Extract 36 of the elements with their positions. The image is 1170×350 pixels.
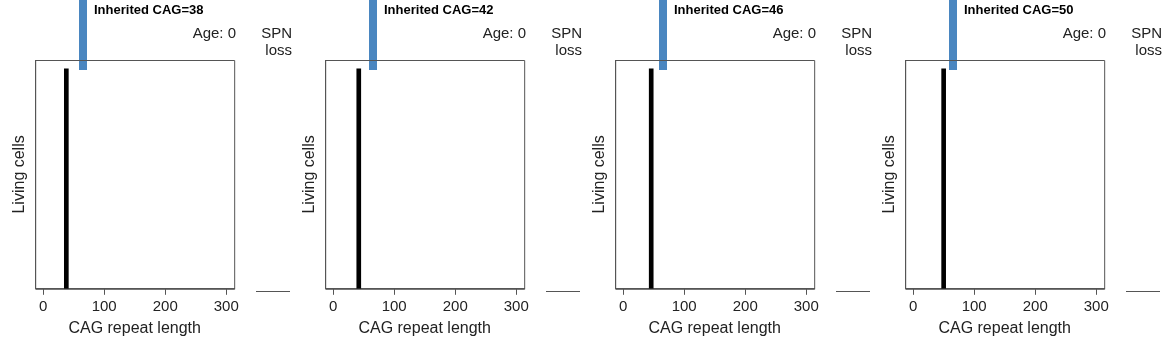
x-axis-title: CAG repeat length (358, 318, 491, 336)
text: SPN loss (840, 24, 872, 58)
chart-subtitle: Age: 0 (191, 24, 236, 41)
x-tick-label: 200 (732, 296, 758, 314)
x-tick-label: 0 (38, 296, 48, 314)
x-tick-label: 300 (1083, 296, 1109, 314)
y-axis-title: Living cells (880, 135, 898, 214)
chart-subtitle: Age: 0 (771, 24, 816, 41)
text: SPN loss (1130, 24, 1162, 58)
x-tick-label: 200 (152, 296, 178, 314)
text: SPN loss (550, 24, 582, 58)
x-tick-label: 200 (442, 296, 468, 314)
y-axis-title: Living cells (10, 135, 28, 214)
x-tick-label: 0 (618, 296, 628, 314)
x-tick-label: 0 (328, 296, 338, 314)
x-tick-label: 0 (908, 296, 918, 314)
x-tick-label: 100 (91, 296, 117, 314)
x-tick-label: 100 (961, 296, 987, 314)
text: SPN loss (260, 24, 292, 58)
chart-title: Inherited CAG=42 (384, 2, 494, 17)
x-tick-label: 300 (793, 296, 819, 314)
x-tick-label: 200 (1022, 296, 1048, 314)
x-axis-title: CAG repeat length (68, 318, 201, 336)
x-axis-title: CAG repeat length (938, 318, 1071, 336)
chart-title: Inherited CAG=46 (674, 2, 784, 17)
x-tick-label: 300 (213, 296, 239, 314)
x-tick-label: 100 (671, 296, 697, 314)
x-tick-label: 100 (381, 296, 407, 314)
chart-subtitle: Age: 0 (481, 24, 526, 41)
x-axis-title: CAG repeat length (648, 318, 781, 336)
chart-subtitle: Age: 0 (1061, 24, 1106, 41)
y-axis-title: Living cells (590, 135, 608, 214)
chart-title: Inherited CAG=38 (94, 2, 204, 17)
chart-title: Inherited CAG=50 (964, 2, 1074, 17)
x-tick-label: 300 (503, 296, 529, 314)
y-axis-title: Living cells (300, 135, 318, 214)
